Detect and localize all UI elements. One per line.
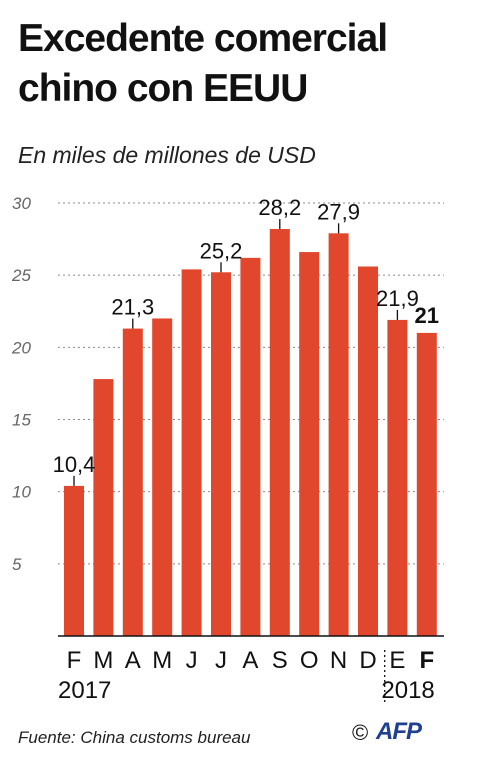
data-label-9: 27,9 <box>317 199 360 224</box>
y-tick-label: 15 <box>12 411 31 430</box>
afp-logo: AFP <box>376 718 422 745</box>
x-tick-label-9: N <box>330 647 347 674</box>
source-note: Fuente: China customs bureau <box>18 728 251 747</box>
copyright-symbol: © <box>352 720 369 745</box>
bar-3 <box>152 318 173 636</box>
bar-8 <box>299 252 320 636</box>
x-tick-label-3: M <box>152 647 172 674</box>
data-label-7: 28,2 <box>258 195 301 220</box>
bar-7 <box>269 228 290 637</box>
bar-0 <box>64 485 84 636</box>
chart-subtitle: En miles de millones de USD <box>18 142 316 168</box>
x-tick-label-5: J <box>215 647 227 674</box>
bar-4 <box>181 269 202 636</box>
data-label-12: 21 <box>415 303 439 328</box>
y-tick-label: 25 <box>11 266 31 285</box>
year-label-2017: 2017 <box>58 677 111 704</box>
year-label-2018: 2018 <box>381 677 434 704</box>
data-label-2: 21,3 <box>111 295 154 320</box>
bar-6 <box>240 257 261 636</box>
x-tick-label-6: A <box>242 647 258 674</box>
bar-12 <box>416 332 437 636</box>
x-tick-label-10: D <box>359 647 376 674</box>
y-tick-label: 10 <box>12 483 31 502</box>
y-tick-label: 20 <box>11 338 31 357</box>
y-tick-label: 5 <box>12 555 22 574</box>
bar-2 <box>122 328 143 636</box>
x-tick-label-2: A <box>125 647 141 674</box>
data-label-0: 10,4 <box>53 452 96 477</box>
data-label-11: 21,9 <box>376 286 419 311</box>
y-tick-label: 30 <box>12 194 31 213</box>
bar-10 <box>358 266 378 636</box>
bar-1 <box>93 379 114 636</box>
x-tick-label-4: J <box>186 647 198 674</box>
x-tick-label-8: O <box>300 647 319 674</box>
bar-11 <box>387 319 408 636</box>
data-label-5: 25,2 <box>200 238 243 263</box>
x-tick-label-0: F <box>67 647 82 674</box>
chart-title: Excedente comercial chino con EEUU <box>18 17 388 110</box>
x-tick-label-12: F <box>419 647 434 674</box>
bar-5 <box>211 272 231 636</box>
x-tick-label-7: S <box>272 647 288 674</box>
x-tick-label-11: E <box>389 647 405 674</box>
x-tick-label-1: M <box>93 647 113 674</box>
bar-9 <box>328 233 349 636</box>
